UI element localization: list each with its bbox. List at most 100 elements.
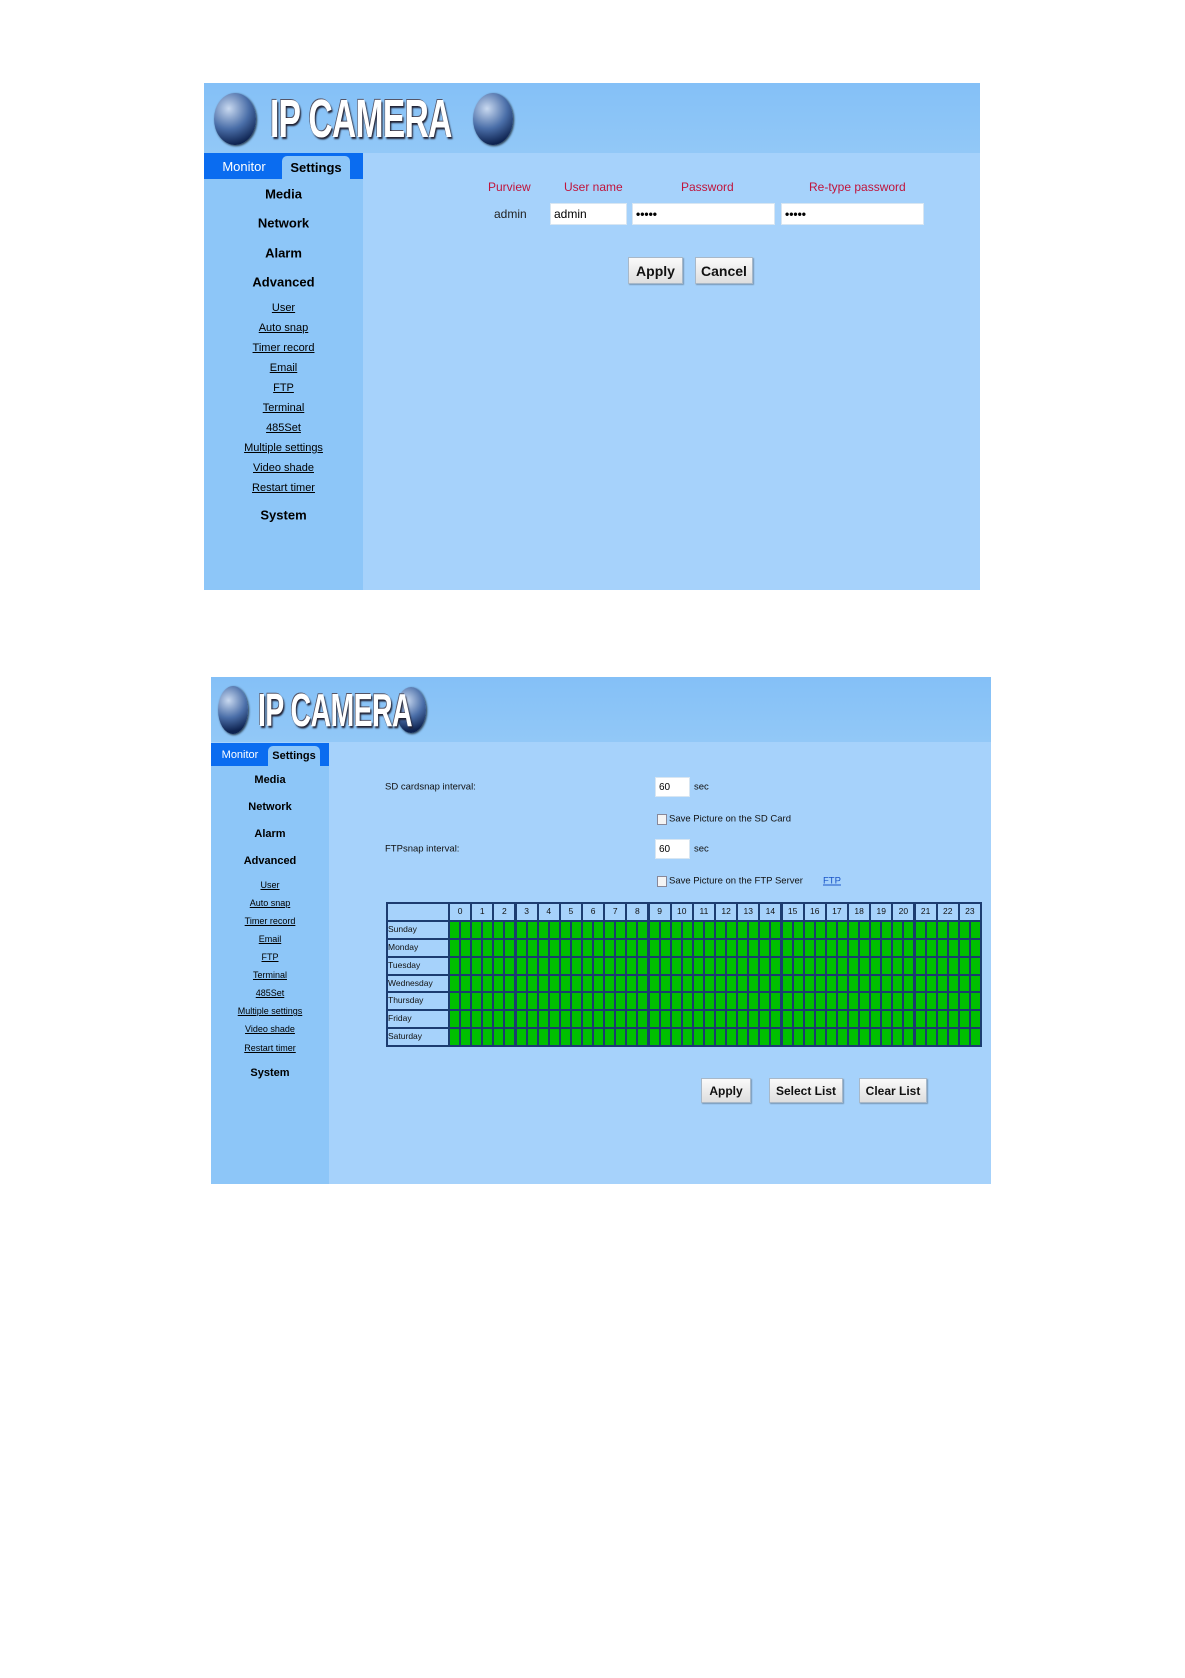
schedule-slot[interactable] bbox=[937, 1011, 947, 1028]
schedule-slot[interactable] bbox=[893, 1011, 903, 1028]
schedule-slot[interactable] bbox=[605, 993, 615, 1010]
schedule-slot[interactable] bbox=[704, 1011, 714, 1028]
schedule-slot[interactable] bbox=[638, 921, 648, 938]
schedule-slot[interactable] bbox=[693, 921, 703, 938]
schedule-slot[interactable] bbox=[483, 957, 493, 974]
schedule-slot[interactable] bbox=[760, 921, 770, 938]
schedule-slot[interactable] bbox=[660, 1029, 670, 1045]
schedule-slot[interactable] bbox=[782, 957, 792, 974]
schedule-slot[interactable] bbox=[660, 957, 670, 974]
schedule-slot[interactable] bbox=[849, 939, 859, 956]
schedule-slot[interactable] bbox=[893, 993, 903, 1010]
schedule-slot[interactable] bbox=[837, 975, 847, 992]
schedule-slot[interactable] bbox=[638, 1029, 648, 1045]
schedule-slot[interactable] bbox=[959, 993, 969, 1010]
schedule-slot[interactable] bbox=[749, 939, 759, 956]
schedule-slot[interactable] bbox=[649, 975, 659, 992]
schedule-slot[interactable] bbox=[959, 1029, 969, 1045]
schedule-slot[interactable] bbox=[882, 1011, 892, 1028]
schedule-slot[interactable] bbox=[727, 1029, 737, 1045]
schedule-slot[interactable] bbox=[948, 921, 958, 938]
schedule-slot[interactable] bbox=[450, 939, 460, 956]
schedule-slot[interactable] bbox=[616, 1029, 626, 1045]
tab-settings[interactable]: Settings bbox=[268, 746, 320, 766]
schedule-slot[interactable] bbox=[860, 921, 870, 938]
schedule-slot[interactable] bbox=[727, 939, 737, 956]
schedule-slot[interactable] bbox=[583, 1029, 593, 1045]
schedule-slot[interactable] bbox=[461, 939, 471, 956]
schedule-slot[interactable] bbox=[682, 993, 692, 1010]
username-input[interactable] bbox=[550, 203, 627, 225]
schedule-slot[interactable] bbox=[693, 939, 703, 956]
schedule-slot[interactable] bbox=[782, 975, 792, 992]
schedule-slot[interactable] bbox=[605, 975, 615, 992]
schedule-slot[interactable] bbox=[450, 1029, 460, 1045]
schedule-slot[interactable] bbox=[926, 921, 936, 938]
sidebar-item-network[interactable]: Network bbox=[248, 801, 292, 813]
schedule-slot[interactable] bbox=[516, 975, 526, 992]
sidebar-link-485set[interactable]: 485Set bbox=[255, 988, 285, 998]
schedule-slot[interactable] bbox=[538, 957, 548, 974]
schedule-slot[interactable] bbox=[804, 975, 814, 992]
schedule-slot[interactable] bbox=[882, 957, 892, 974]
schedule-slot[interactable] bbox=[461, 957, 471, 974]
schedule-slot[interactable] bbox=[948, 1029, 958, 1045]
schedule-slot[interactable] bbox=[571, 939, 581, 956]
schedule-slot[interactable] bbox=[505, 993, 515, 1010]
schedule-slot[interactable] bbox=[826, 939, 836, 956]
schedule-slot[interactable] bbox=[849, 921, 859, 938]
schedule-slot[interactable] bbox=[871, 1011, 881, 1028]
schedule-slot[interactable] bbox=[549, 975, 559, 992]
schedule-slot[interactable] bbox=[849, 975, 859, 992]
schedule-slot[interactable] bbox=[937, 993, 947, 1010]
schedule-slot[interactable] bbox=[904, 957, 914, 974]
schedule-slot[interactable] bbox=[849, 1029, 859, 1045]
sd-interval-input[interactable] bbox=[655, 777, 690, 797]
schedule-slot[interactable] bbox=[738, 1011, 748, 1028]
schedule-slot[interactable] bbox=[704, 939, 714, 956]
schedule-slot[interactable] bbox=[926, 939, 936, 956]
schedule-slot[interactable] bbox=[749, 1011, 759, 1028]
sidebar-item-alarm[interactable]: Alarm bbox=[265, 245, 302, 261]
schedule-slot[interactable] bbox=[793, 1029, 803, 1045]
schedule-slot[interactable] bbox=[904, 939, 914, 956]
schedule-slot[interactable] bbox=[461, 1011, 471, 1028]
schedule-slot[interactable] bbox=[583, 957, 593, 974]
schedule-slot[interactable] bbox=[472, 939, 482, 956]
schedule-slot[interactable] bbox=[882, 939, 892, 956]
cancel-button[interactable]: Cancel bbox=[695, 257, 753, 284]
schedule-slot[interactable] bbox=[915, 993, 925, 1010]
schedule-slot[interactable] bbox=[959, 939, 969, 956]
schedule-slot[interactable] bbox=[671, 975, 681, 992]
schedule-slot[interactable] bbox=[793, 921, 803, 938]
schedule-slot[interactable] bbox=[527, 975, 537, 992]
schedule-slot[interactable] bbox=[671, 921, 681, 938]
schedule-slot[interactable] bbox=[771, 975, 781, 992]
schedule-slot[interactable] bbox=[616, 921, 626, 938]
schedule-slot[interactable] bbox=[594, 939, 604, 956]
schedule-slot[interactable] bbox=[749, 1029, 759, 1045]
schedule-slot[interactable] bbox=[815, 1011, 825, 1028]
schedule-slot[interactable] bbox=[882, 1029, 892, 1045]
schedule-slot[interactable] bbox=[627, 993, 637, 1010]
schedule-slot[interactable] bbox=[738, 975, 748, 992]
schedule-slot[interactable] bbox=[516, 957, 526, 974]
schedule-slot[interactable] bbox=[549, 1029, 559, 1045]
schedule-slot[interactable] bbox=[804, 921, 814, 938]
sidebar-link-485set[interactable]: 485Set bbox=[266, 422, 301, 434]
schedule-slot[interactable] bbox=[738, 957, 748, 974]
schedule-slot[interactable] bbox=[948, 975, 958, 992]
schedule-slot[interactable] bbox=[937, 975, 947, 992]
schedule-slot[interactable] bbox=[871, 993, 881, 1010]
schedule-slot[interactable] bbox=[815, 957, 825, 974]
schedule-slot[interactable] bbox=[837, 1011, 847, 1028]
schedule-slot[interactable] bbox=[926, 1011, 936, 1028]
schedule-slot[interactable] bbox=[826, 993, 836, 1010]
sidebar-link-auto-snap[interactable]: Auto snap bbox=[258, 322, 309, 334]
schedule-slot[interactable] bbox=[461, 921, 471, 938]
schedule-slot[interactable] bbox=[793, 939, 803, 956]
sd-save-checkbox[interactable] bbox=[657, 814, 667, 825]
schedule-slot[interactable] bbox=[671, 1011, 681, 1028]
schedule-slot[interactable] bbox=[660, 939, 670, 956]
schedule-slot[interactable] bbox=[782, 939, 792, 956]
